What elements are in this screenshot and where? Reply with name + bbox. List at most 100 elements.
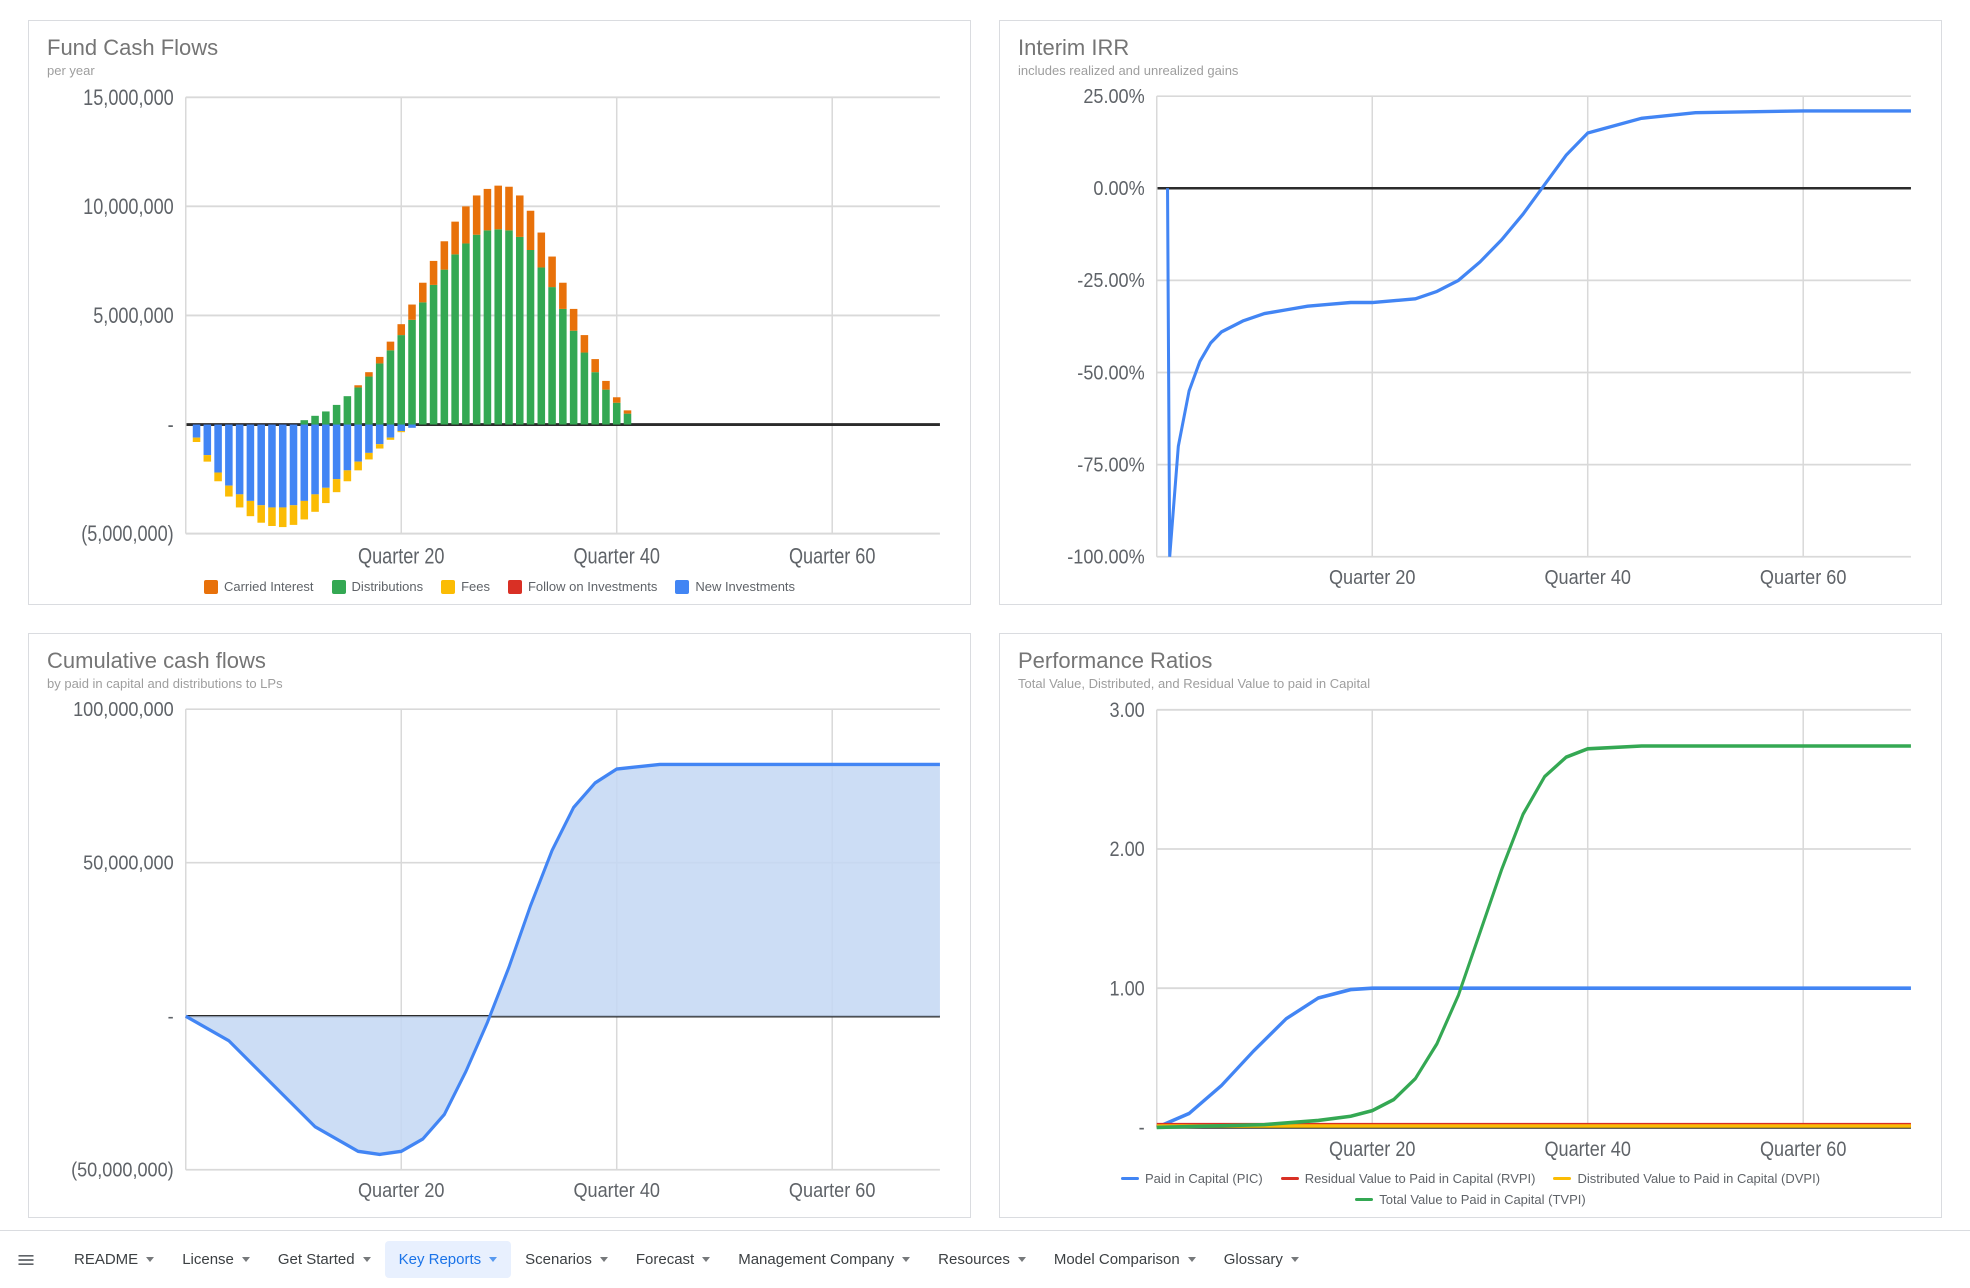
svg-text:100,000,000: 100,000,000 <box>73 699 174 721</box>
svg-text:Quarter 40: Quarter 40 <box>573 1180 659 1202</box>
sheet-tab-management-company[interactable]: Management Company <box>724 1241 924 1278</box>
legend-item: Distributed Value to Paid in Capital (DV… <box>1553 1171 1820 1186</box>
legend-label: Distributed Value to Paid in Capital (DV… <box>1577 1171 1820 1186</box>
chevron-down-icon <box>363 1257 371 1262</box>
sheet-tab-bar: README License Get Started Key Reports Scena… <box>0 1230 1970 1288</box>
chart4-title: Performance Ratios <box>1018 648 1923 674</box>
svg-text:Quarter 40: Quarter 40 <box>1544 1138 1630 1162</box>
sheet-tab-label: Glossary <box>1224 1251 1283 1268</box>
chart1-title: Fund Cash Flows <box>47 35 952 61</box>
chart2-body: -100.00% -75.00% -50.00% -25.00% 0.00% 25.00%… <box>1018 86 1923 594</box>
svg-text:-: - <box>168 1006 174 1028</box>
chevron-down-icon <box>1291 1257 1299 1262</box>
legend-swatch <box>1553 1177 1571 1180</box>
svg-text:(5,000,000): (5,000,000) <box>81 521 174 546</box>
legend-swatch <box>1121 1177 1139 1180</box>
svg-text:Quarter 40: Quarter 40 <box>573 544 659 569</box>
sheet-tab-label: Key Reports <box>399 1251 482 1268</box>
all-sheets-icon[interactable] <box>12 1246 40 1274</box>
svg-text:3.00: 3.00 <box>1110 699 1145 722</box>
svg-text:-: - <box>168 412 174 437</box>
chart4-body: -1.002.003.00Quarter 20Quarter 40Quarter… <box>1018 699 1923 1167</box>
legend-swatch <box>1355 1198 1373 1201</box>
chart2-title: Interim IRR <box>1018 35 1923 61</box>
sheet-tab-glossary[interactable]: Glossary <box>1210 1241 1313 1278</box>
sheet-tab-label: README <box>74 1251 138 1268</box>
legend-item: Total Value to Paid in Capital (TVPI) <box>1355 1192 1585 1207</box>
svg-text:-25.00%: -25.00% <box>1077 270 1144 292</box>
svg-text:Quarter 20: Quarter 20 <box>1329 567 1415 589</box>
chevron-down-icon <box>489 1257 497 1262</box>
svg-text:-50.00%: -50.00% <box>1077 362 1144 384</box>
sheet-tab-readme[interactable]: README <box>60 1241 168 1278</box>
legend-swatch <box>441 580 455 594</box>
chart2-subtitle: includes realized and unrealized gains <box>1018 63 1923 78</box>
chart3-body: (50,000,000) - 50,000,000 100,000,000 Quarte… <box>47 699 952 1207</box>
legend-label: Residual Value to Paid in Capital (RVPI) <box>1305 1171 1536 1186</box>
legend-item: Follow on Investments <box>508 579 657 594</box>
legend-swatch <box>204 580 218 594</box>
chart4-legend: Paid in Capital (PIC) Residual Value to P… <box>1018 1167 1923 1207</box>
chevron-down-icon <box>242 1257 250 1262</box>
sheet-tab-get-started[interactable]: Get Started <box>264 1241 385 1278</box>
chevron-down-icon <box>1188 1257 1196 1262</box>
chevron-down-icon <box>146 1257 154 1262</box>
svg-text:50,000,000: 50,000,000 <box>83 853 174 875</box>
svg-text:Quarter 20: Quarter 20 <box>358 1180 444 1202</box>
svg-text:Quarter 60: Quarter 60 <box>789 1180 875 1202</box>
chart1-body: (5,000,000) - 5,000,000 10,000,000 15,000,00… <box>47 86 952 575</box>
sheet-tab-label: Forecast <box>636 1251 694 1268</box>
legend-item: Fees <box>441 579 490 594</box>
svg-text:15,000,000: 15,000,000 <box>83 86 174 110</box>
sheet-tab-forecast[interactable]: Forecast <box>622 1241 724 1278</box>
chevron-down-icon <box>902 1257 910 1262</box>
chevron-down-icon <box>702 1257 710 1262</box>
svg-text:-100.00%: -100.00% <box>1067 547 1144 569</box>
legend-item: New Investments <box>675 579 795 594</box>
legend-swatch <box>508 580 522 594</box>
legend-label: Paid in Capital (PIC) <box>1145 1171 1263 1186</box>
legend-item: Paid in Capital (PIC) <box>1121 1171 1263 1186</box>
legend-swatch <box>332 580 346 594</box>
legend-label: Follow on Investments <box>528 579 657 594</box>
svg-text:Quarter 20: Quarter 20 <box>1329 1138 1415 1162</box>
svg-text:Quarter 20: Quarter 20 <box>358 544 444 569</box>
sheet-tab-model-comparison[interactable]: Model Comparison <box>1040 1241 1210 1278</box>
svg-text:0.00%: 0.00% <box>1093 178 1144 200</box>
svg-text:2.00: 2.00 <box>1110 838 1145 862</box>
chart3-title: Cumulative cash flows <box>47 648 952 674</box>
legend-swatch <box>675 580 689 594</box>
chevron-down-icon <box>600 1257 608 1262</box>
svg-text:1.00: 1.00 <box>1110 977 1145 1001</box>
legend-item: Carried Interest <box>204 579 314 594</box>
legend-swatch <box>1281 1177 1299 1180</box>
svg-text:5,000,000: 5,000,000 <box>93 303 173 328</box>
chart-fund-cash-flows: Fund Cash Flows per year (5,000,000) - 5,0… <box>28 20 971 605</box>
sheet-tab-label: Scenarios <box>525 1251 592 1268</box>
svg-text:25.00%: 25.00% <box>1083 86 1144 108</box>
svg-text:Quarter 40: Quarter 40 <box>1544 567 1630 589</box>
sheet-tab-resources[interactable]: Resources <box>924 1241 1040 1278</box>
chart1-legend: Carried InterestDistributionsFeesFollow … <box>47 575 952 594</box>
chart-cumulative-cash-flows: Cumulative cash flows by paid in capital… <box>28 633 971 1218</box>
dashboard-grid: Fund Cash Flows per year (5,000,000) - 5,0… <box>0 0 1970 1230</box>
svg-text:-75.00%: -75.00% <box>1077 455 1144 477</box>
sheet-tab-key-reports[interactable]: Key Reports <box>385 1241 512 1278</box>
chart3-subtitle: by paid in capital and distributions to … <box>47 676 952 691</box>
chart-performance-ratios: Performance Ratios Total Value, Distribu… <box>999 633 1942 1218</box>
sheet-tab-scenarios[interactable]: Scenarios <box>511 1241 622 1278</box>
svg-text:(50,000,000): (50,000,000) <box>71 1160 174 1182</box>
sheet-tab-license[interactable]: License <box>168 1241 264 1278</box>
svg-text:-: - <box>1139 1116 1145 1140</box>
chart1-subtitle: per year <box>47 63 952 78</box>
sheet-tab-label: Management Company <box>738 1251 894 1268</box>
legend-item: Residual Value to Paid in Capital (RVPI) <box>1281 1171 1536 1186</box>
legend-label: Total Value to Paid in Capital (TVPI) <box>1379 1192 1585 1207</box>
legend-label: Fees <box>461 579 490 594</box>
sheet-tab-label: License <box>182 1251 234 1268</box>
sheet-tab-label: Resources <box>938 1251 1010 1268</box>
legend-label: Carried Interest <box>224 579 314 594</box>
chart-interim-irr: Interim IRR includes realized and unreal… <box>999 20 1942 605</box>
legend-label: New Investments <box>695 579 795 594</box>
svg-text:10,000,000: 10,000,000 <box>83 194 174 219</box>
